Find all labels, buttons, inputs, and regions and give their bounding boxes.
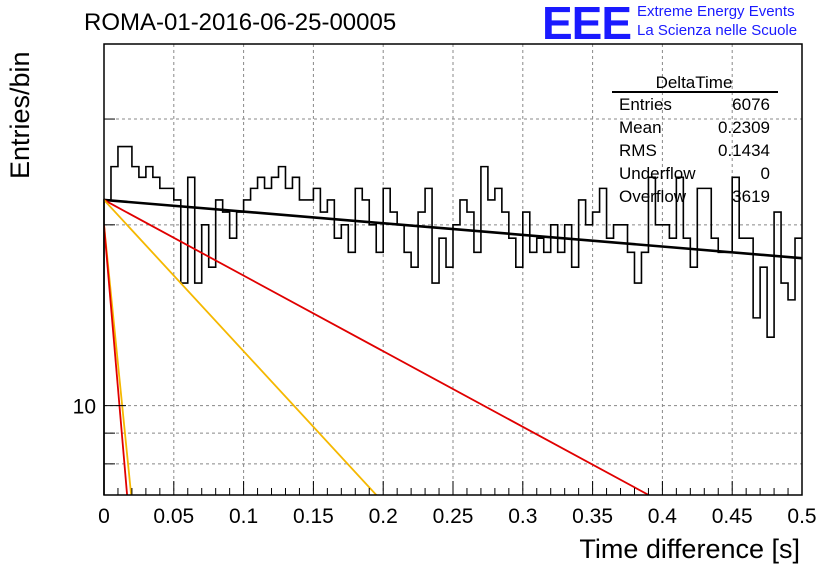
eee-logo: EEE xyxy=(542,0,632,49)
stats-label: Overflow xyxy=(619,187,687,206)
stats-rows: Entries 6076 Mean 0.2309 RMS 0.1434 Underflow 0… xyxy=(619,95,770,206)
logo-caption-line1: Extreme Energy Events xyxy=(637,3,795,20)
y-tick-label: 10 xyxy=(73,396,96,419)
stats-box: DeltaTime Entries 6076 Mean 0.2309 RMS 0.1434… xyxy=(612,73,778,206)
x-tick-label: 0.3 xyxy=(508,505,537,528)
stats-label: Mean xyxy=(619,118,662,137)
plot-frame xyxy=(103,43,803,496)
fit-component-line xyxy=(104,224,128,495)
stats-value: 0.2309 xyxy=(718,118,770,137)
chart-title: ROMA-01-2016-06-25-00005 xyxy=(84,9,397,36)
stats-value: 3619 xyxy=(732,187,770,206)
x-tick-label: 0.1 xyxy=(229,505,258,528)
x-tick-label: 0 xyxy=(98,505,110,528)
x-tick-label: 0.05 xyxy=(153,505,194,528)
x-tick-label: 0.35 xyxy=(572,505,613,528)
x-tick-label: 0.25 xyxy=(433,505,474,528)
logo-caption: Extreme Energy Events La Scienza nelle S… xyxy=(637,2,797,40)
grid xyxy=(104,44,802,495)
logo-caption-line2: La Scienza nelle Scuole xyxy=(637,22,798,39)
fit-total-line xyxy=(104,198,802,260)
stats-value: 6076 xyxy=(732,95,770,114)
stats-value: 0 xyxy=(761,164,770,183)
x-tick-label: 0.45 xyxy=(712,505,753,528)
fit-component-line xyxy=(104,199,378,495)
x-tick-label: 0.2 xyxy=(369,505,398,528)
stats-label: RMS xyxy=(619,141,657,160)
x-axis-title: Time difference [s] xyxy=(579,534,800,564)
x-tick-label: 0.15 xyxy=(293,505,334,528)
stats-label: Entries xyxy=(619,95,672,114)
x-tick-label: 0.4 xyxy=(648,505,678,528)
histogram xyxy=(103,145,802,495)
axis-ticks: 0 0.05 0.1 0.15 0.2 0.25 0.3 0.35 0.4 0.45 0.5 10 xyxy=(73,118,817,528)
fit-component-line xyxy=(104,199,651,495)
y-axis-title: Entries/bin xyxy=(5,51,35,179)
stats-title: DeltaTime xyxy=(656,73,733,92)
fit-curves xyxy=(104,198,802,495)
histogram-line xyxy=(103,145,802,495)
x-tick-label: 0.5 xyxy=(787,505,816,528)
stats-label: Underflow xyxy=(619,164,696,183)
stats-value: 0.1434 xyxy=(718,141,770,160)
